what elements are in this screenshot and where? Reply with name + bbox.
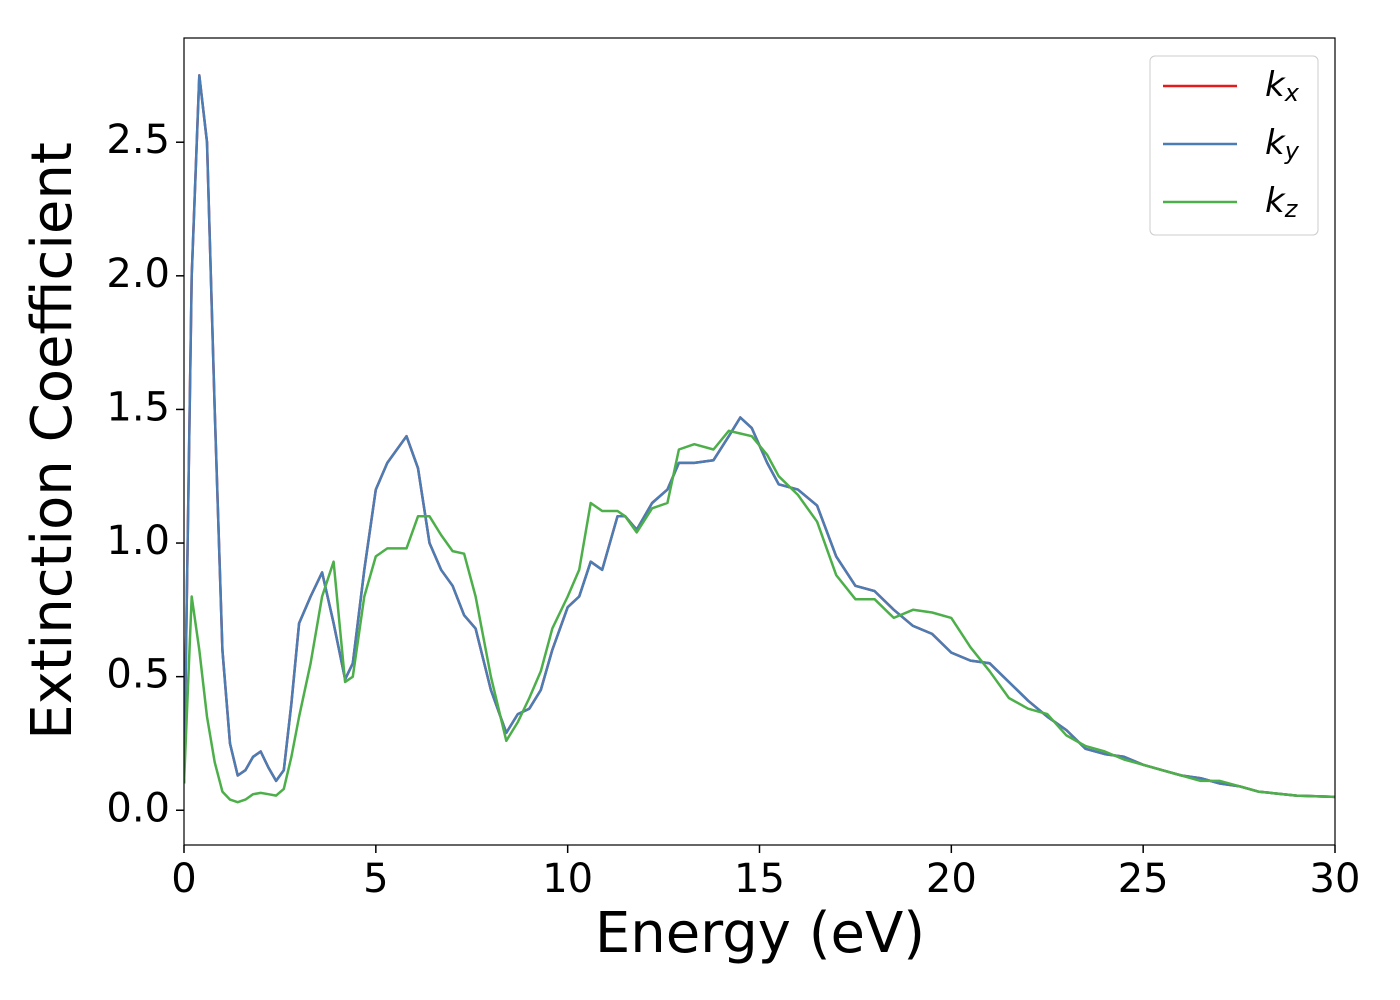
x-tick-label: 25	[1118, 856, 1169, 902]
x-tick-label: 10	[542, 856, 593, 902]
y-tick-label: 2.0	[106, 251, 170, 297]
plot-frame	[183, 37, 1336, 846]
x-axis-label: Energy (eV)	[595, 901, 925, 966]
legend-box	[1149, 55, 1319, 236]
x-tick-label: 0	[171, 856, 196, 902]
y-tick-label: 0.0	[106, 785, 170, 831]
y-tick-label: 1.0	[106, 518, 170, 564]
legend-label: ky	[1265, 123, 1300, 166]
x-tick-label: 30	[1310, 856, 1361, 902]
series-line	[184, 429, 1335, 804]
legend-label: kx	[1265, 65, 1300, 108]
y-tick-label: 1.5	[106, 384, 170, 430]
x-tick-label: 5	[363, 856, 388, 902]
y-axis-label: Extinction Coefficient	[20, 142, 85, 740]
x-tick-label: 20	[926, 856, 977, 902]
y-tick-label: 0.5	[106, 652, 170, 698]
y-tick-label: 2.5	[106, 117, 170, 163]
x-tick-label: 15	[734, 856, 785, 902]
legend-label: kz	[1265, 181, 1299, 224]
